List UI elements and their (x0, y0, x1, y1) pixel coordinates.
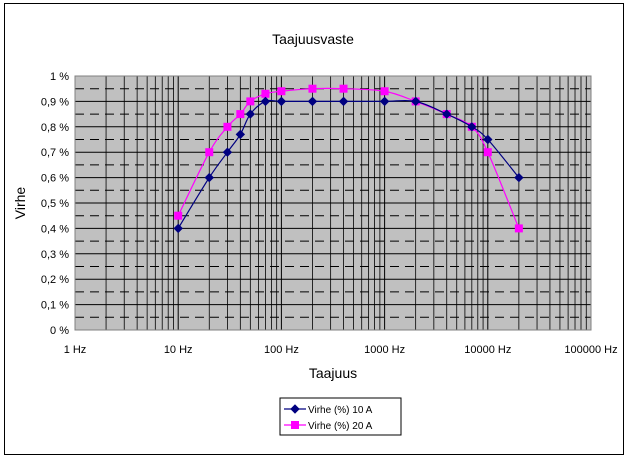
data-point (379, 96, 390, 107)
y-tick-label: 0,1 % (41, 300, 69, 312)
data-point (245, 109, 256, 119)
data-point (204, 172, 214, 183)
data-point (291, 421, 299, 429)
data-point (235, 129, 246, 140)
x-tick-label: 10000 Hz (464, 344, 511, 356)
legend-item: Virhe (%) 20 A (284, 421, 373, 432)
data-point (223, 122, 232, 131)
y-tick-label: 0,2 % (41, 274, 69, 286)
data-point (205, 148, 214, 157)
data-point (514, 224, 523, 233)
legend-label: Virhe (%) 20 A (308, 421, 373, 432)
data-point (290, 404, 300, 414)
data-point (467, 122, 477, 132)
data-point (246, 97, 255, 106)
data-point (483, 134, 493, 145)
y-tick-label: 0 % (50, 325, 69, 337)
data-point (514, 172, 524, 183)
data-point (442, 109, 452, 119)
x-tick-label: 100 Hz (264, 344, 299, 356)
y-tick-label: 0,8 % (41, 122, 69, 134)
series-virhe-10-a (173, 96, 524, 234)
data-point (261, 89, 270, 98)
data-point (236, 110, 245, 119)
legend-label: Virhe (%) 10 A (308, 405, 373, 416)
y-tick-label: 0,6 % (41, 173, 69, 185)
plot-border (74, 75, 592, 331)
data-point (338, 96, 349, 107)
x-tick-label: 10 Hz (164, 344, 193, 356)
data-point (380, 87, 389, 96)
y-tick-label: 1 % (50, 71, 69, 83)
legend-item: Virhe (%) 10 A (284, 404, 373, 416)
data-point (173, 223, 183, 234)
data-point (276, 96, 287, 107)
x-tick-label: 1 Hz (64, 344, 87, 356)
data-point (410, 96, 421, 107)
y-tick-label: 0,3 % (41, 249, 69, 261)
y-tick-label: 0,4 % (41, 223, 69, 235)
data-point (277, 87, 286, 96)
data-point (483, 148, 492, 157)
x-tick-label: 1000 Hz (364, 344, 405, 356)
y-tick-label: 0,5 % (41, 198, 69, 210)
y-tick-label: 0,9 % (41, 96, 69, 108)
data-point (174, 211, 183, 220)
data-point (307, 96, 318, 107)
grid-lines (74, 75, 592, 331)
y-axis-label: Virhe (12, 187, 28, 220)
data-point (339, 84, 348, 93)
data-point (222, 147, 233, 157)
x-axis-label: Taajuus (309, 365, 357, 381)
data-point (308, 84, 317, 93)
legend-box (279, 397, 402, 436)
data-point (260, 96, 271, 107)
legend: Virhe (%) 10 A Virhe (%) 20 A (279, 397, 402, 436)
chart-title: Taajuusvaste (272, 31, 354, 47)
x-tick-label: 100000 Hz (564, 344, 617, 356)
y-tick-label: 0,7 % (41, 147, 69, 159)
